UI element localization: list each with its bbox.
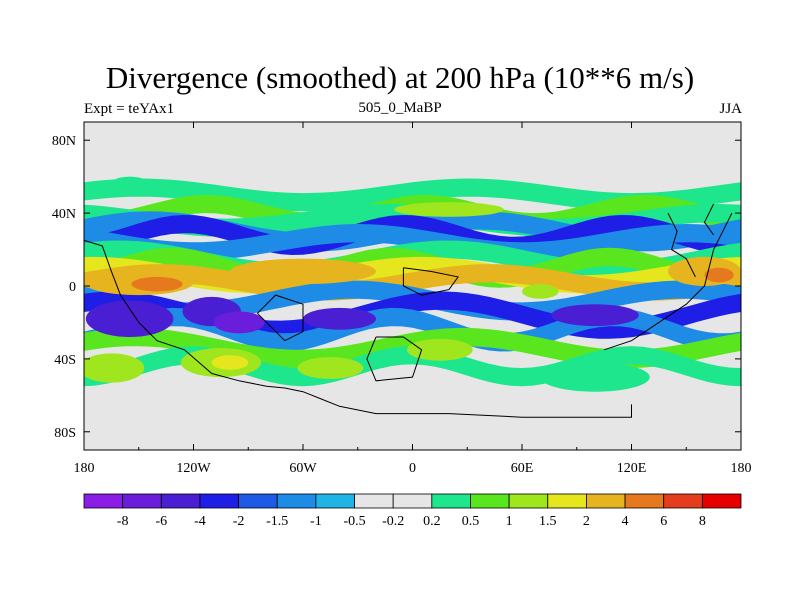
contour-cell (115, 176, 145, 184)
x-axis: 180 120W 60W 0 60E 120E 180 (74, 122, 752, 476)
colorbar-swatch (199, 493, 239, 509)
chart-title: Divergence (smoothed) at 200 hPa (10**6 … (105, 60, 695, 95)
contour-cell (407, 338, 473, 361)
coastline (257, 294, 304, 342)
colorbar-label: 6 (660, 514, 667, 529)
contour-cell (85, 300, 174, 338)
x-tick-label: 60E (511, 461, 534, 476)
coastline (603, 212, 733, 351)
colorbar-swatch (276, 493, 317, 509)
contour-cell (704, 267, 734, 283)
colorbar-swatch (663, 493, 703, 509)
contour-cell (131, 276, 183, 292)
colorbar-label: 0.5 (462, 514, 480, 529)
colorbar-swatch (315, 493, 355, 509)
colorbar-swatch (470, 493, 510, 509)
x-tick-label: 180 (74, 461, 95, 476)
colorbar-label: 0.2 (423, 514, 441, 529)
colorbar-swatch (508, 493, 549, 509)
coastline (667, 212, 696, 278)
colorbar-swatch (392, 493, 433, 509)
colorbar-swatch (586, 493, 626, 509)
colorbar-label: -4 (194, 514, 206, 529)
contour-band (84, 264, 741, 301)
contour-fills (84, 176, 741, 392)
colorbar-label: 4 (622, 514, 629, 529)
y-tick-label: 40S (54, 353, 76, 368)
season-label: JJA (719, 101, 742, 117)
colorbar-label: 2 (583, 514, 590, 529)
colorbar-label: -6 (155, 514, 167, 529)
contour-cell (551, 304, 639, 327)
colorbar-swatch (160, 493, 201, 509)
colorbar-swatch (431, 493, 471, 509)
colorbar-swatch (701, 493, 742, 509)
y-tick-label: 0 (69, 280, 76, 295)
x-tick-label: 180 (731, 461, 752, 476)
coastline (703, 203, 715, 236)
colorbar-label: 1.5 (539, 514, 557, 529)
case-label: 505_0_MaBP (358, 100, 442, 116)
contour-cell (522, 284, 559, 299)
colorbar-label: -2 (233, 514, 245, 529)
coastline (402, 267, 459, 296)
contour-cell (211, 355, 249, 370)
x-tick-label: 0 (409, 461, 416, 476)
colorbar-swatch (624, 493, 665, 509)
y-tick-label: 80N (52, 134, 76, 149)
contour-cell (297, 357, 364, 379)
colorbar-label: 1 (506, 514, 513, 529)
contour-cell (540, 362, 650, 392)
contour-cell (303, 307, 376, 330)
x-tick-label: 120E (617, 461, 647, 476)
x-tick-label: 120W (176, 461, 211, 476)
colorbar-swatch (547, 493, 587, 509)
contour-cell (84, 353, 145, 383)
colorbar-label: -0.5 (343, 514, 365, 529)
colorbar-label: -8 (117, 514, 129, 529)
colorbar-swatch (83, 493, 124, 509)
y-tick-label: 80S (54, 426, 76, 441)
coastline (366, 336, 423, 382)
colorbar-label: -1 (310, 514, 322, 529)
y-axis: 80N 40N 0 40S 80S (52, 134, 741, 441)
colorbar-swatch (354, 493, 394, 509)
contour-cell (213, 311, 265, 334)
coastline (84, 239, 632, 418)
contour-band (84, 224, 741, 261)
colorbar-swatch (238, 493, 278, 509)
experiment-label: Expt = teYAx1 (84, 101, 175, 117)
colorbar-label: -0.2 (382, 514, 404, 529)
y-tick-label: 40N (52, 207, 76, 222)
x-tick-label: 60W (289, 461, 317, 476)
contour-cell (394, 202, 504, 217)
colorbar-swatch (122, 493, 162, 509)
colorbar-label: -1.5 (266, 514, 288, 529)
contour-cell (230, 258, 376, 285)
colorbar-label: 8 (699, 514, 706, 529)
coastlines (84, 203, 733, 418)
colorbar: -8 -6 -4 -2 -1.5 -1 -0.5 -0.2 0.2 0.5 1 1.5 2 4 6 8 (83, 493, 742, 529)
